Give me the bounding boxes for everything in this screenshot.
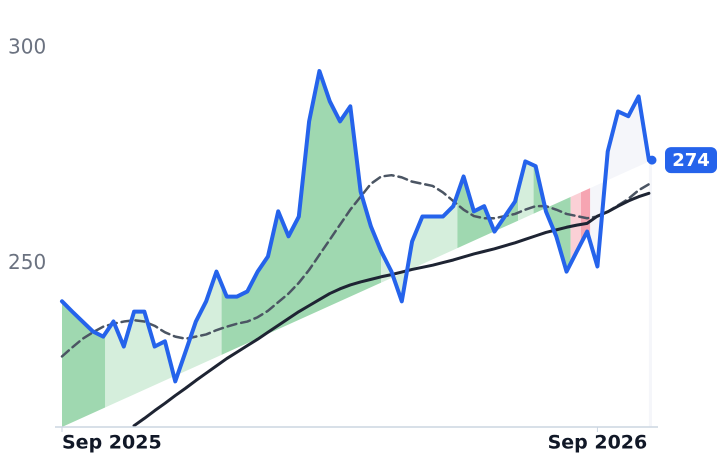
y-tick-label: 250 xyxy=(8,250,46,274)
y-tick-label: 300 xyxy=(8,35,46,59)
region xyxy=(62,71,106,427)
region xyxy=(570,71,581,427)
x-tick-label: Sep 2025 xyxy=(62,432,162,454)
region xyxy=(105,71,222,427)
last-price-label: 274 xyxy=(672,150,710,171)
last-badge xyxy=(665,147,717,174)
bands xyxy=(62,71,652,427)
last-dot xyxy=(647,155,657,165)
region xyxy=(457,71,519,427)
lines xyxy=(60,69,651,428)
series-line xyxy=(60,173,651,358)
region xyxy=(518,71,534,427)
series-line xyxy=(60,69,651,384)
region xyxy=(221,71,382,427)
x-tick-label: Sep 2026 xyxy=(548,432,648,454)
